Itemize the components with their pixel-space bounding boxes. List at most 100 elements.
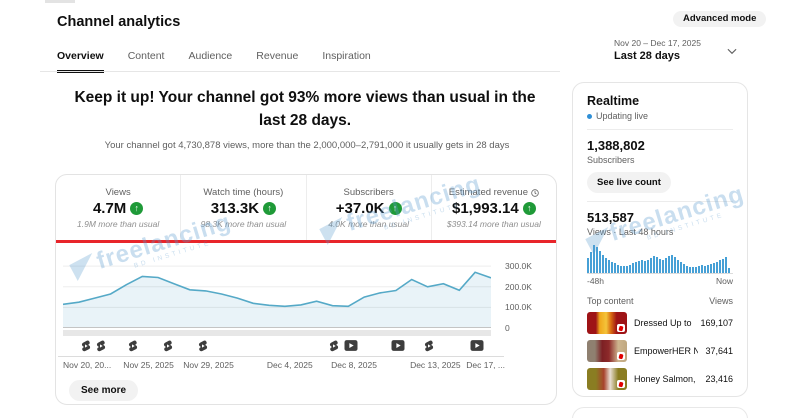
shorts-marker-icon[interactable] — [128, 340, 138, 352]
top-content-row[interactable]: Dressed Up to Celebrate Lo... 169,107 — [587, 312, 733, 334]
shorts-marker-icon[interactable] — [163, 340, 173, 352]
analytics-tabs: Overview Content Audience Revenue Inspir… — [57, 50, 371, 73]
realtime-bar — [689, 266, 691, 273]
realtime-bar — [686, 265, 688, 273]
top-content-row[interactable]: Honey Salmon, Rice & Crea... 23,416 — [587, 368, 733, 390]
metric-watch-time[interactable]: Watch time (hours) 313.3K ↑ 98.3K more t… — [181, 175, 307, 241]
arrow-up-circle-icon: ↑ — [130, 202, 144, 215]
chevron-down-icon[interactable] — [725, 44, 739, 58]
realtime-bar — [611, 261, 613, 273]
realtime-bar — [647, 259, 649, 273]
date-range-text: Nov 20 – Dec 17, 2025 — [614, 38, 701, 48]
shorts-marker-icon[interactable] — [198, 340, 208, 352]
realtime-bar — [593, 245, 595, 273]
axis-right-label: Now — [715, 276, 733, 286]
y-axis-tick: 200.0K — [505, 281, 532, 292]
metric-watch-time-label: Watch time (hours) — [203, 187, 284, 198]
page-title: Channel analytics — [57, 14, 181, 30]
x-axis-tick: Dec 13, 2025 — [410, 360, 461, 370]
shorts-marker-icon[interactable] — [329, 340, 339, 352]
realtime-bar — [662, 259, 664, 273]
realtime-bar — [653, 256, 655, 273]
video-marker-icon[interactable] — [470, 340, 484, 351]
chart-x-labels: Nov 20, 20... Nov 25, 2025 Nov 29, 2025 Dec… — [63, 360, 505, 372]
realtime-bar — [590, 252, 592, 273]
top-content-views-col: Views — [709, 296, 733, 306]
advanced-mode-button[interactable]: Advanced mode — [673, 11, 767, 27]
metric-views-note: 1.9M more than usual — [77, 219, 160, 229]
realtime-bar — [680, 262, 682, 273]
x-axis-tick: Dec 17, ... — [466, 360, 505, 370]
realtime-bar — [632, 263, 634, 273]
realtime-bar — [698, 266, 700, 273]
realtime-bar — [716, 261, 718, 273]
realtime-bar — [710, 264, 712, 273]
metric-subscribers[interactable]: Subscribers +37.0K ↑ 4.0K more than usua… — [307, 175, 432, 241]
metric-views-value: 4.7M ↑ — [93, 200, 144, 217]
video-marker-icon[interactable] — [391, 340, 405, 351]
realtime-bar — [692, 267, 694, 273]
video-views: 37,641 — [705, 346, 733, 356]
realtime-bar — [656, 257, 658, 273]
top-content-header: Top content Views — [587, 296, 733, 306]
realtime-subscribers-count: 1,388,802 — [587, 138, 645, 153]
analytics-summary-card: Views 4.7M ↑ 1.9M more than usual Watch … — [55, 174, 557, 405]
shorts-marker-icon[interactable] — [96, 340, 106, 352]
next-card-partial — [572, 407, 748, 418]
x-axis-tick: Dec 8, 2025 — [331, 360, 377, 370]
date-preset-text: Last 28 days — [614, 50, 681, 62]
video-title: EmpowerHER Now ★ — [634, 346, 698, 356]
x-axis-tick: Nov 25, 2025 — [123, 360, 174, 370]
date-range-selector[interactable]: Nov 20 – Dec 17, 2025 Last 28 days — [614, 38, 701, 62]
realtime-bar — [629, 264, 631, 273]
realtime-bar — [683, 264, 685, 273]
realtime-bar — [650, 257, 652, 273]
y-axis-tick: 300.0K — [505, 261, 532, 272]
divider — [587, 201, 733, 202]
metric-estimated-revenue[interactable]: Estimated revenue $1,993.14 ↑ $393.14 mo… — [432, 175, 556, 241]
see-more-button-main[interactable]: See more — [69, 380, 139, 401]
realtime-bar — [665, 258, 667, 273]
realtime-bar — [719, 260, 721, 273]
tab-revenue[interactable]: Revenue — [256, 50, 299, 62]
realtime-views-label: Views · Last 48 hours — [587, 227, 674, 237]
top-content-row[interactable]: EmpowerHER Now ★ 37,641 — [587, 340, 733, 362]
tab-inspiration[interactable]: Inspiration — [322, 50, 371, 62]
realtime-bar — [644, 260, 646, 273]
realtime-bar — [623, 266, 625, 273]
realtime-card: Realtime Updating live 1,388,802 Subscri… — [572, 82, 748, 397]
shorts-badge-icon — [617, 380, 625, 388]
realtime-bar — [638, 260, 640, 273]
realtime-bar — [671, 254, 673, 273]
shorts-marker-icon[interactable] — [81, 340, 91, 352]
realtime-subscribers-label: Subscribers — [587, 155, 635, 165]
video-thumbnail — [587, 368, 627, 390]
realtime-bar — [677, 259, 679, 273]
realtime-bar — [668, 256, 670, 273]
see-live-count-button[interactable]: See live count — [587, 172, 671, 193]
video-marker-icon[interactable] — [344, 340, 358, 351]
axis-left-label: -48h — [587, 276, 605, 286]
window-artifact — [45, 0, 75, 3]
arrow-up-circle-icon: ↑ — [522, 202, 536, 215]
tab-overview[interactable]: Overview — [57, 50, 104, 73]
x-axis-tick: Nov 29, 2025 — [183, 360, 234, 370]
tab-audience[interactable]: Audience — [188, 50, 233, 62]
x-axis-tick: Dec 4, 2025 — [266, 360, 313, 370]
metric-views[interactable]: Views 4.7M ↑ 1.9M more than usual — [56, 175, 182, 241]
shorts-badge-icon — [617, 352, 625, 360]
realtime-bar — [713, 262, 715, 273]
shorts-marker-icon[interactable] — [424, 340, 434, 352]
tab-content[interactable]: Content — [127, 50, 165, 62]
metric-subscribers-note: 4.0K more than usual — [328, 219, 410, 229]
chart-markers-row — [63, 340, 491, 354]
views-line-chart-svg — [63, 265, 491, 328]
realtime-bar — [707, 264, 709, 273]
realtime-bar — [725, 257, 727, 273]
realtime-bar — [599, 251, 601, 273]
realtime-bar — [596, 247, 598, 273]
realtime-status-label: Updating live — [596, 111, 649, 121]
y-axis-tick: 100.0K — [505, 302, 532, 313]
realtime-bar — [602, 254, 604, 273]
